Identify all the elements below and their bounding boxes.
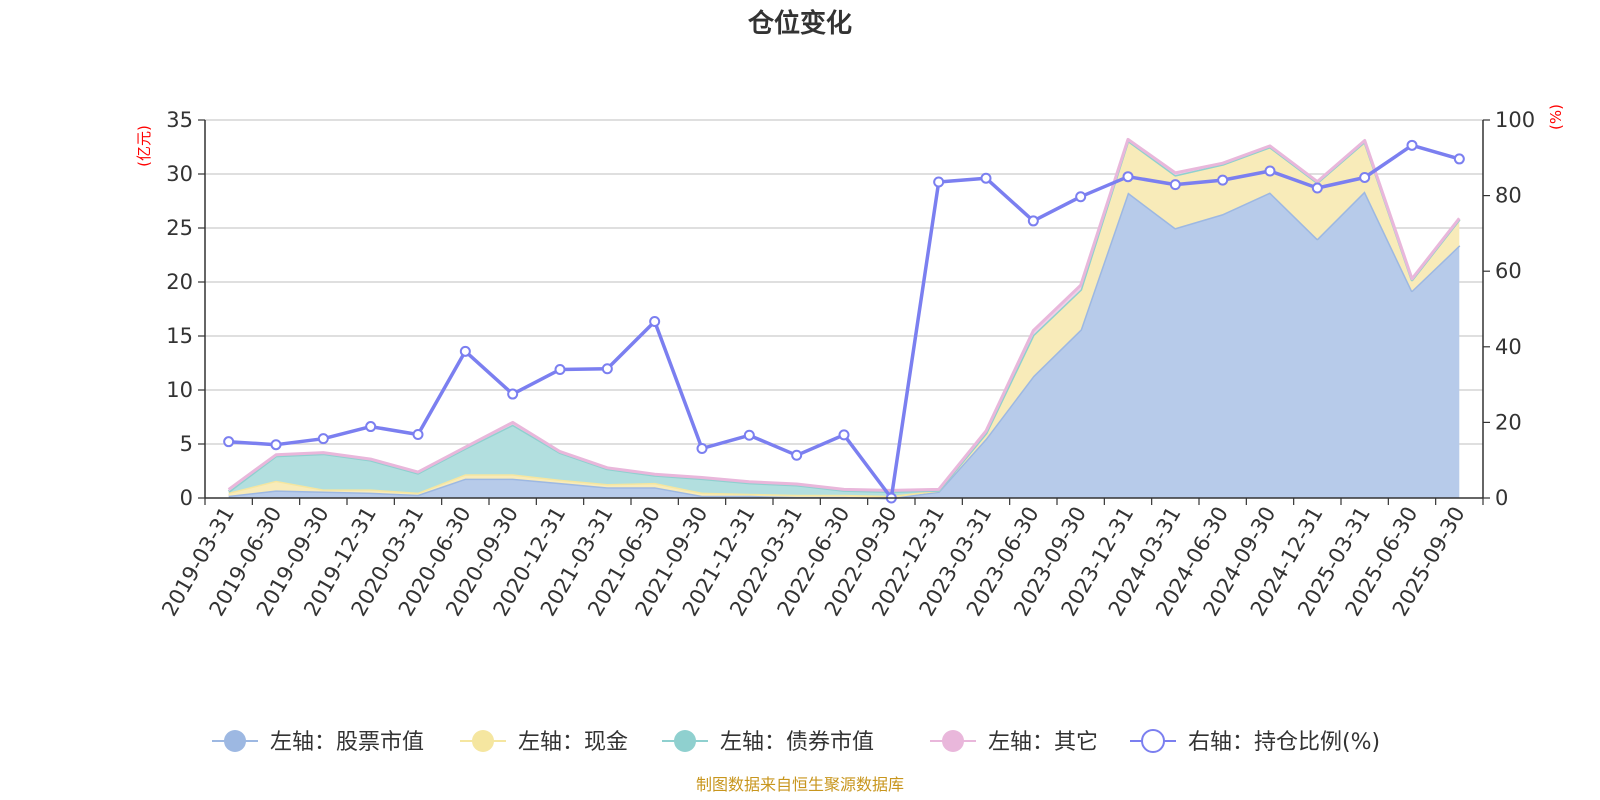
ratio-point bbox=[1406, 139, 1418, 151]
legend-marker bbox=[942, 730, 964, 752]
left-tick-label: 10 bbox=[166, 378, 193, 402]
legend-label: 左轴：债券市值 bbox=[720, 730, 874, 755]
legend: 左轴：股票市值 左轴：现金 左轴：债券市值 左轴：其它 右轴：持仓比例(%) bbox=[212, 729, 1380, 755]
ratio-line-series bbox=[223, 139, 1465, 504]
left-tick-label: 15 bbox=[166, 324, 193, 348]
ratio-point bbox=[554, 363, 566, 375]
legend-label: 左轴：股票市值 bbox=[270, 730, 424, 755]
right-tick-label: 0 bbox=[1495, 486, 1508, 510]
ratio-point bbox=[791, 449, 803, 461]
right-axis-unit: (%) bbox=[1547, 104, 1565, 130]
source-note: 制图数据来自恒生聚源数据库 bbox=[696, 775, 904, 794]
ratio-point bbox=[507, 388, 519, 400]
ratio-point bbox=[838, 429, 850, 441]
legend-marker bbox=[674, 730, 696, 752]
left-tick-label: 20 bbox=[166, 270, 193, 294]
area-top-line bbox=[227, 137, 1461, 492]
ratio-point bbox=[365, 421, 377, 433]
ratio-point bbox=[1217, 174, 1229, 186]
ratio-point bbox=[1453, 153, 1465, 165]
right-tick-label: 60 bbox=[1495, 259, 1522, 283]
left-tick-label: 5 bbox=[180, 432, 193, 456]
area-左轴：股票市值 bbox=[228, 191, 1460, 499]
legend-marker bbox=[472, 730, 494, 752]
ratio-point bbox=[1264, 165, 1276, 177]
ratio-point bbox=[649, 315, 661, 327]
right-tick-label: 100 bbox=[1495, 108, 1535, 132]
legend-marker bbox=[1141, 729, 1165, 753]
ratio-point bbox=[980, 172, 992, 184]
ratio-point bbox=[743, 429, 755, 441]
area-左轴：现金 bbox=[228, 140, 1460, 498]
left-tick-label: 35 bbox=[166, 108, 193, 132]
ratio-point bbox=[1075, 191, 1087, 203]
legend-marker bbox=[224, 730, 246, 752]
left-tick-label: 25 bbox=[166, 216, 193, 240]
ratio-point bbox=[223, 436, 235, 448]
ratio-point bbox=[1027, 215, 1039, 227]
legend-label: 左轴：其它 bbox=[988, 730, 1098, 755]
ratio-point bbox=[696, 442, 708, 454]
ratio-point bbox=[270, 439, 282, 451]
right-tick-label: 40 bbox=[1495, 335, 1522, 359]
legend-label: 右轴：持仓比例(%) bbox=[1188, 730, 1380, 755]
ratio-point bbox=[459, 345, 471, 357]
ratio-point bbox=[601, 363, 613, 375]
grid-lines bbox=[205, 119, 1483, 445]
right-tick-label: 20 bbox=[1495, 410, 1522, 434]
ratio-point bbox=[1311, 182, 1323, 194]
ratio-point bbox=[933, 176, 945, 188]
ratio-point bbox=[1122, 171, 1134, 183]
left-tick-label: 0 bbox=[180, 486, 193, 510]
left-axis-unit: (亿元) bbox=[135, 125, 153, 167]
ratio-point bbox=[1359, 171, 1371, 183]
ratio-point bbox=[412, 428, 424, 440]
ratio-point bbox=[317, 433, 329, 445]
chart-title: 仓位变化 bbox=[747, 8, 852, 39]
stacked-areas bbox=[227, 137, 1461, 500]
left-tick-label: 30 bbox=[166, 162, 193, 186]
legend-label: 左轴：现金 bbox=[518, 730, 628, 755]
ratio-point bbox=[1169, 179, 1181, 191]
right-tick-label: 80 bbox=[1495, 184, 1522, 208]
area-左轴：债券市值 bbox=[228, 140, 1460, 496]
